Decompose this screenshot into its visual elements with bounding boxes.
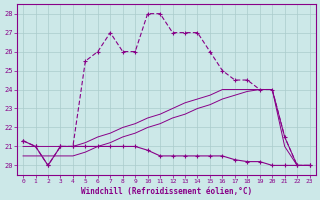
X-axis label: Windchill (Refroidissement éolien,°C): Windchill (Refroidissement éolien,°C) [81,187,252,196]
